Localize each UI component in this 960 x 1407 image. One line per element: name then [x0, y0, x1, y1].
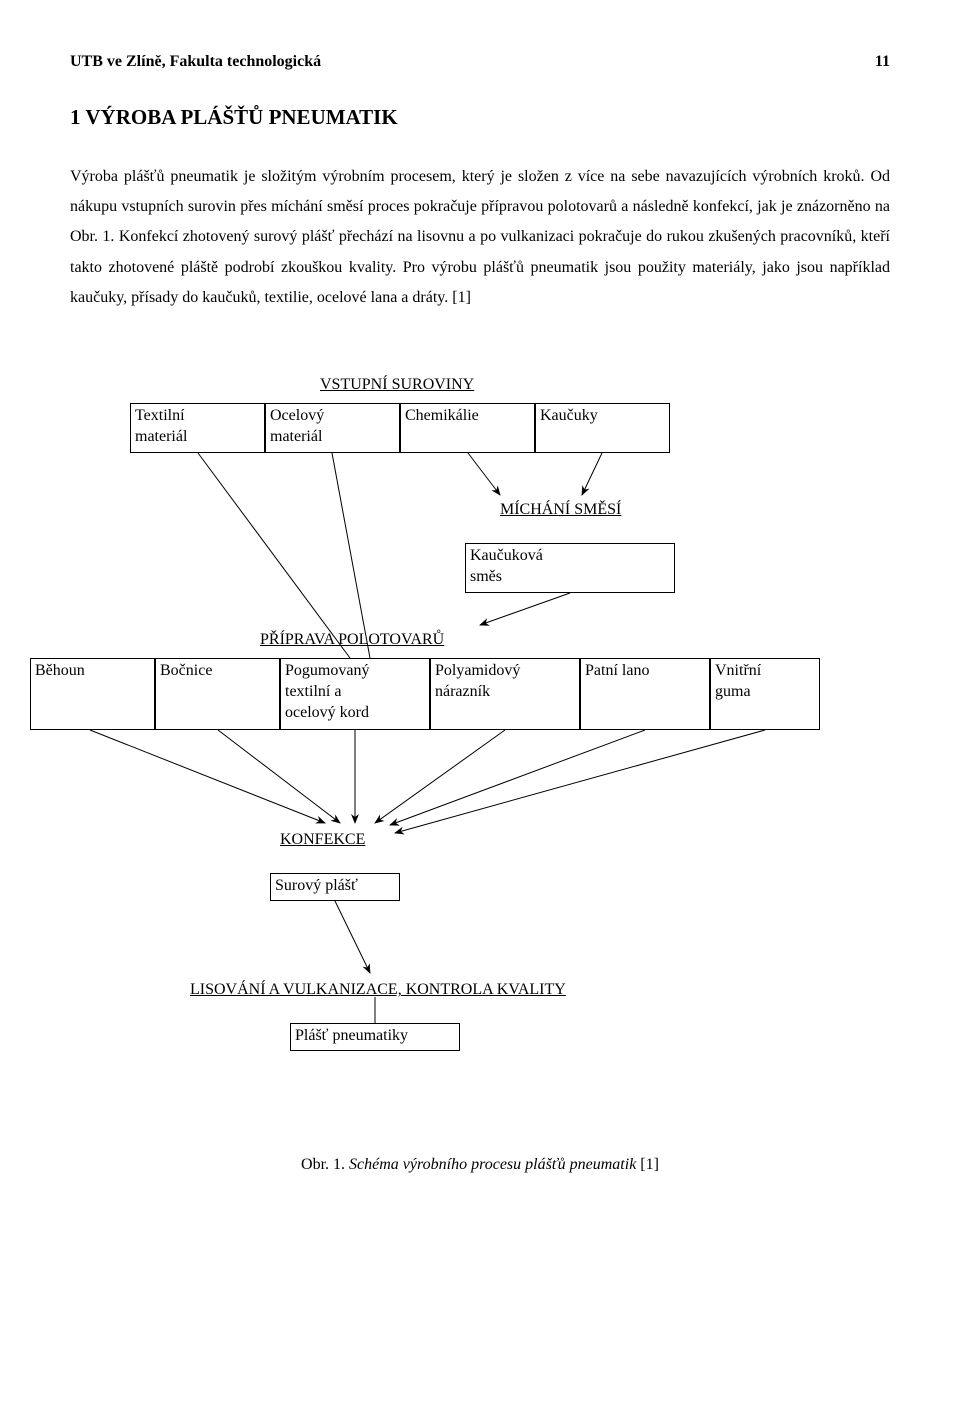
box-surovy-plast: Surový plášť	[270, 873, 400, 901]
stage-label-priprava: PŘÍPRAVA POLOTOVARŮ	[260, 628, 444, 652]
row2-cell-2: Pogumovanýtextilní aocelový kord	[280, 658, 430, 730]
header-right: 11	[875, 50, 890, 74]
stage-label-michani: MÍCHÁNÍ SMĚSÍ	[500, 498, 621, 522]
row2-cell-4: Patní lano	[580, 658, 710, 730]
process-diagram: VSTUPNÍ SUROVINY MÍCHÁNÍ SMĚSÍ Kaučuková…	[70, 373, 890, 1143]
row2-cell-0: Běhoun	[30, 658, 155, 730]
row1-cell-0: Textilnímateriál	[130, 403, 265, 453]
row1-cell-2: Chemikálie	[400, 403, 535, 453]
header-left: UTB ve Zlíně, Fakulta technologická	[70, 50, 321, 74]
caption-suffix: [1]	[636, 1156, 659, 1173]
row2-cell-5: Vnitřníguma	[710, 658, 820, 730]
caption-prefix: Obr. 1.	[301, 1156, 349, 1173]
caption-name: Schéma výrobního procesu plášťů pneumati…	[349, 1156, 636, 1173]
figure-caption: Obr. 1. Schéma výrobního procesu plášťů …	[70, 1153, 890, 1177]
stage-label-vstupni: VSTUPNÍ SUROVINY	[320, 373, 474, 397]
stage-label-lisovani: LISOVÁNÍ A VULKANIZACE, KONTROLA KVALITY	[190, 978, 566, 1002]
page-header: UTB ve Zlíně, Fakulta technologická 11	[70, 50, 890, 74]
page-title: 1 VÝROBA PLÁŠŤŮ PNEUMATIK	[70, 102, 890, 134]
stage-label-konfekce: KONFEKCE	[280, 828, 365, 852]
body-paragraph: Výroba plášťů pneumatik je složitým výro…	[70, 162, 890, 314]
row2-cell-3: Polyamidovýnárazník	[430, 658, 580, 730]
row1-cell-1: Ocelovýmateriál	[265, 403, 400, 453]
box-kaucukova-smes: Kaučukovásměs	[465, 543, 675, 593]
row2-cell-1: Bočnice	[155, 658, 280, 730]
diagram-arrows	[70, 373, 890, 1143]
box-plast-pneumatiky: Plášť pneumatiky	[290, 1023, 460, 1051]
row1-cell-3: Kaučuky	[535, 403, 670, 453]
